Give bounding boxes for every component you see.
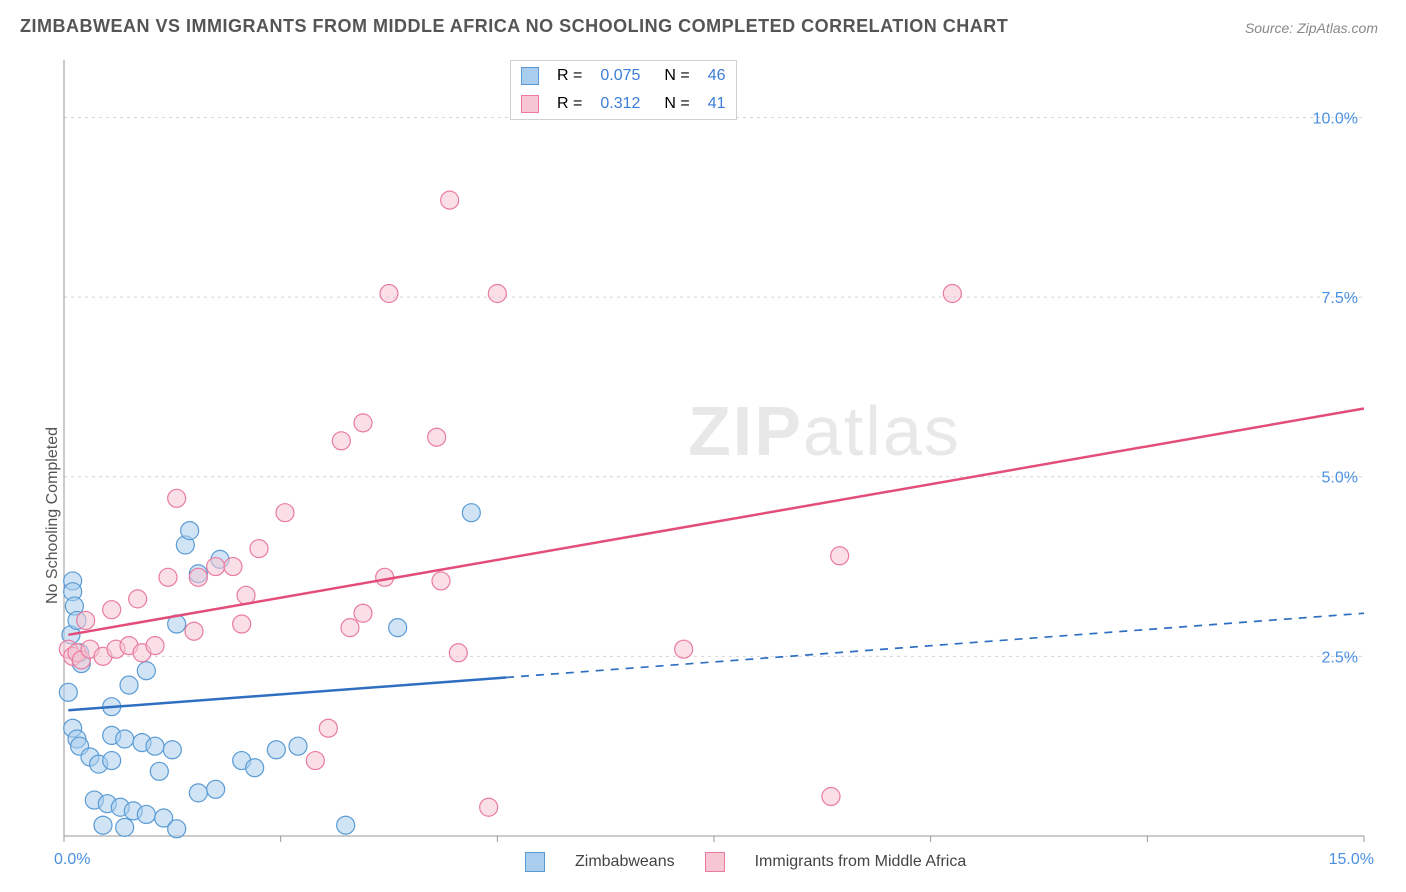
scatter-point <box>337 816 355 834</box>
scatter-point <box>189 784 207 802</box>
scatter-point <box>94 816 112 834</box>
trend-line-extrapolated <box>506 613 1364 677</box>
scatter-plot: 0.0% 15.0% 2.5% 5.0% 7.5% 10.0% ZIPatlas <box>50 44 1394 884</box>
scatter-point <box>120 676 138 694</box>
n-value-2: 41 <box>708 95 726 112</box>
svg-text:5.0%: 5.0% <box>1322 470 1358 487</box>
scatter-point <box>159 568 177 586</box>
scatter-point <box>488 285 506 303</box>
chart-title: ZIMBABWEAN VS IMMIGRANTS FROM MIDDLE AFR… <box>20 16 1008 37</box>
legend-swatch-2 <box>521 95 539 113</box>
scatter-point <box>319 719 337 737</box>
scatter-point <box>116 730 134 748</box>
scatter-point <box>163 741 181 759</box>
scatter-point <box>207 558 225 576</box>
legend-swatch-1 <box>521 67 539 85</box>
scatter-point <box>831 547 849 565</box>
scatter-point <box>103 601 121 619</box>
svg-text:10.0%: 10.0% <box>1313 110 1358 127</box>
n-value-1: 46 <box>708 67 726 84</box>
chart-area: No Schooling Completed 0.0%15.0%2.5%5.0%… <box>50 44 1394 884</box>
scatter-point <box>116 818 134 836</box>
scatter-point <box>341 619 359 637</box>
legend-label-2: Immigrants from Middle Africa <box>755 853 967 871</box>
r-value-1: 0.075 <box>600 67 640 84</box>
svg-text:ZIPatlas: ZIPatlas <box>688 392 961 470</box>
scatter-point <box>380 285 398 303</box>
scatter-point <box>289 737 307 755</box>
scatter-point <box>189 568 207 586</box>
scatter-point <box>168 820 186 838</box>
r-value-2: 0.312 <box>600 95 640 112</box>
scatter-point <box>224 558 242 576</box>
scatter-point <box>181 522 199 540</box>
scatter-point <box>150 762 168 780</box>
scatter-point <box>441 191 459 209</box>
svg-text:2.5%: 2.5% <box>1322 649 1358 666</box>
scatter-point <box>59 683 77 701</box>
scatter-point <box>480 798 498 816</box>
scatter-point <box>103 752 121 770</box>
legend-row-1: R = 0.075 N = 46 <box>513 63 734 89</box>
scatter-point <box>129 590 147 608</box>
r-label: R = <box>557 95 582 112</box>
scatter-point <box>137 662 155 680</box>
svg-text:0.0%: 0.0% <box>54 851 90 868</box>
scatter-point <box>462 504 480 522</box>
scatter-point <box>246 759 264 777</box>
scatter-point <box>432 572 450 590</box>
r-label: R = <box>557 67 582 84</box>
scatter-point <box>354 414 372 432</box>
scatter-point <box>250 540 268 558</box>
scatter-point <box>146 637 164 655</box>
scatter-point <box>267 741 285 759</box>
scatter-point <box>943 285 961 303</box>
scatter-point <box>137 805 155 823</box>
source-attribution: Source: ZipAtlas.com <box>1245 20 1378 36</box>
correlation-legend: R = 0.075 N = 46 R = 0.312 N = 41 <box>510 60 737 120</box>
scatter-point <box>675 640 693 658</box>
scatter-point <box>168 489 186 507</box>
scatter-point <box>233 615 251 633</box>
legend-row-2: R = 0.312 N = 41 <box>513 91 734 117</box>
scatter-point <box>332 432 350 450</box>
scatter-point <box>185 622 203 640</box>
scatter-point <box>207 780 225 798</box>
scatter-point <box>449 644 467 662</box>
n-label: N = <box>664 95 689 112</box>
scatter-point <box>77 611 95 629</box>
svg-text:7.5%: 7.5% <box>1322 290 1358 307</box>
scatter-point <box>276 504 294 522</box>
legend-swatch-middle-africa <box>705 852 725 872</box>
legend-swatch-zimbabweans <box>525 852 545 872</box>
scatter-point <box>306 752 324 770</box>
scatter-point <box>354 604 372 622</box>
svg-text:15.0%: 15.0% <box>1329 851 1374 868</box>
scatter-point <box>822 787 840 805</box>
n-label: N = <box>664 67 689 84</box>
legend-label-1: Zimbabweans <box>575 853 675 871</box>
series-legend: Zimbabweans Immigrants from Middle Afric… <box>525 852 966 872</box>
scatter-point <box>146 737 164 755</box>
y-axis-label: No Schooling Completed <box>44 427 62 604</box>
scatter-point <box>428 428 446 446</box>
scatter-point <box>389 619 407 637</box>
